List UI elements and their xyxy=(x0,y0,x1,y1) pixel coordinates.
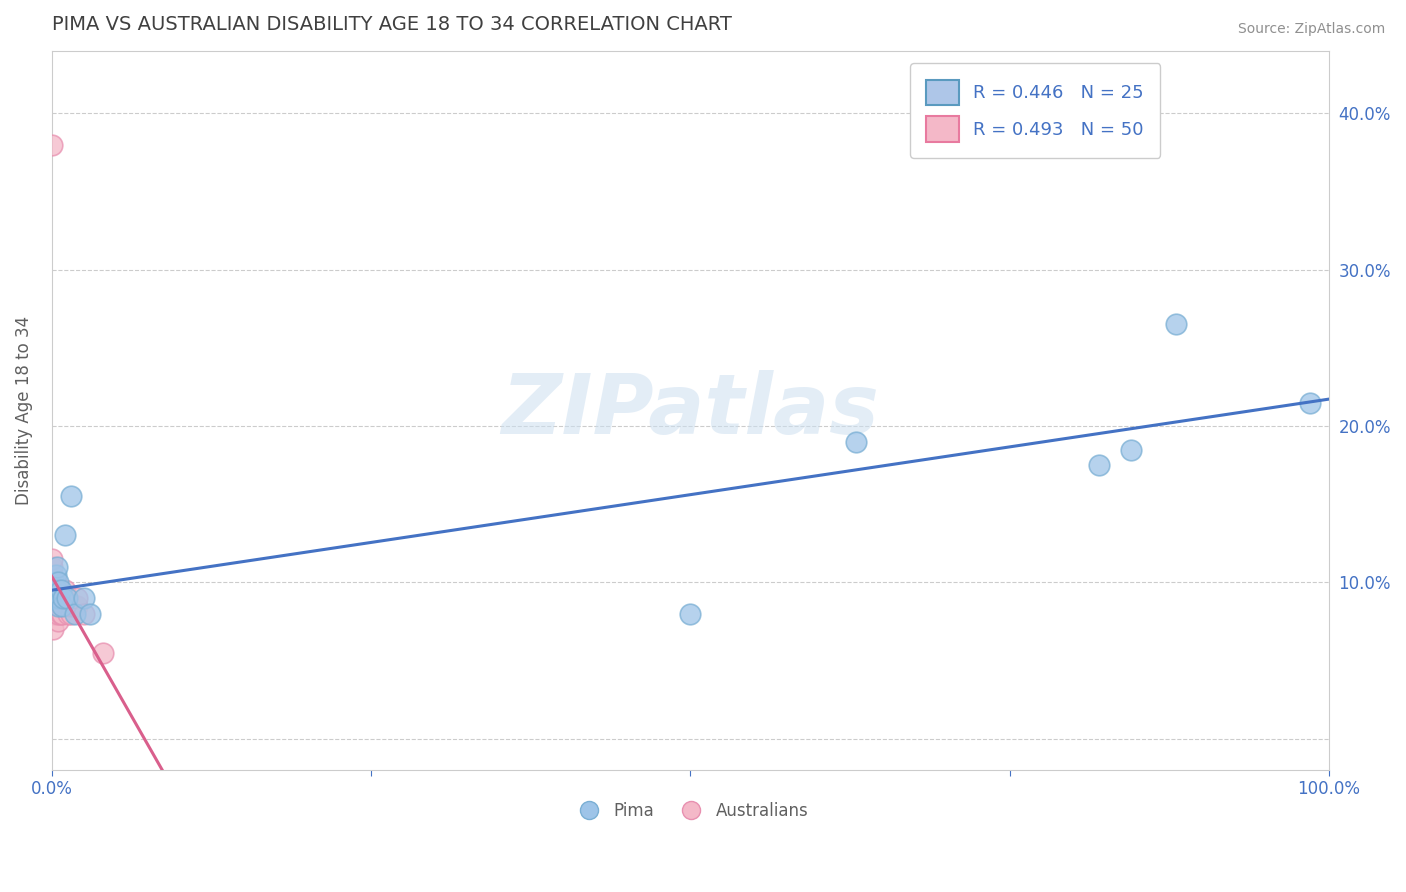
Point xyxy=(45,599,67,613)
Point xyxy=(63,607,86,621)
Point xyxy=(56,591,79,605)
Point xyxy=(73,591,96,605)
Point xyxy=(59,607,82,621)
Point xyxy=(42,591,65,605)
Point xyxy=(1088,458,1111,472)
Legend: Pima, Australians: Pima, Australians xyxy=(565,795,815,826)
Point xyxy=(51,607,73,621)
Point xyxy=(46,575,69,590)
Point xyxy=(48,591,70,605)
Point xyxy=(49,607,72,621)
Point xyxy=(41,137,63,152)
Y-axis label: Disability Age 18 to 34: Disability Age 18 to 34 xyxy=(15,316,32,505)
Point xyxy=(1119,442,1142,457)
Point xyxy=(48,599,70,613)
Point xyxy=(46,591,69,605)
Point xyxy=(49,591,72,605)
Point xyxy=(42,607,65,621)
Point xyxy=(45,591,67,605)
Point xyxy=(52,599,75,613)
Point xyxy=(46,615,69,629)
Point xyxy=(42,591,65,605)
Point xyxy=(45,583,67,598)
Point xyxy=(53,583,76,598)
Point xyxy=(49,599,72,613)
Text: Source: ZipAtlas.com: Source: ZipAtlas.com xyxy=(1237,22,1385,37)
Point xyxy=(42,622,65,636)
Point xyxy=(45,591,67,605)
Point xyxy=(41,583,63,598)
Point xyxy=(59,490,82,504)
Point xyxy=(51,591,73,605)
Point xyxy=(91,646,114,660)
Point xyxy=(79,607,101,621)
Point xyxy=(51,599,73,613)
Point xyxy=(59,599,82,613)
Point xyxy=(845,434,868,449)
Text: PIMA VS AUSTRALIAN DISABILITY AGE 18 TO 34 CORRELATION CHART: PIMA VS AUSTRALIAN DISABILITY AGE 18 TO … xyxy=(52,15,731,34)
Point xyxy=(679,607,702,621)
Point xyxy=(45,599,67,613)
Point xyxy=(44,599,66,613)
Point xyxy=(56,591,79,605)
Point xyxy=(45,575,67,590)
Point xyxy=(41,559,63,574)
Point xyxy=(41,552,63,566)
Point xyxy=(45,583,67,598)
Point xyxy=(46,599,69,613)
Point xyxy=(52,591,75,605)
Point xyxy=(63,599,86,613)
Point xyxy=(45,559,67,574)
Point xyxy=(49,583,72,598)
Point xyxy=(66,591,89,605)
Point xyxy=(1298,395,1320,409)
Point xyxy=(45,567,67,582)
Point xyxy=(45,583,67,598)
Point xyxy=(52,591,75,605)
Point xyxy=(53,591,76,605)
Text: ZIPatlas: ZIPatlas xyxy=(502,370,879,451)
Point xyxy=(46,607,69,621)
Point xyxy=(51,599,73,613)
Point xyxy=(45,591,67,605)
Point xyxy=(1164,318,1187,332)
Point xyxy=(73,607,96,621)
Point xyxy=(56,599,79,613)
Point xyxy=(58,607,80,621)
Point xyxy=(41,591,63,605)
Point xyxy=(42,599,65,613)
Point xyxy=(53,599,76,613)
Point xyxy=(41,567,63,582)
Point xyxy=(41,575,63,590)
Point xyxy=(58,599,80,613)
Point xyxy=(44,583,66,598)
Point xyxy=(46,599,69,613)
Point xyxy=(44,583,66,598)
Point xyxy=(44,591,66,605)
Point xyxy=(44,575,66,590)
Point xyxy=(53,528,76,542)
Point xyxy=(48,591,70,605)
Point xyxy=(48,583,70,598)
Point xyxy=(66,599,89,613)
Point xyxy=(45,607,67,621)
